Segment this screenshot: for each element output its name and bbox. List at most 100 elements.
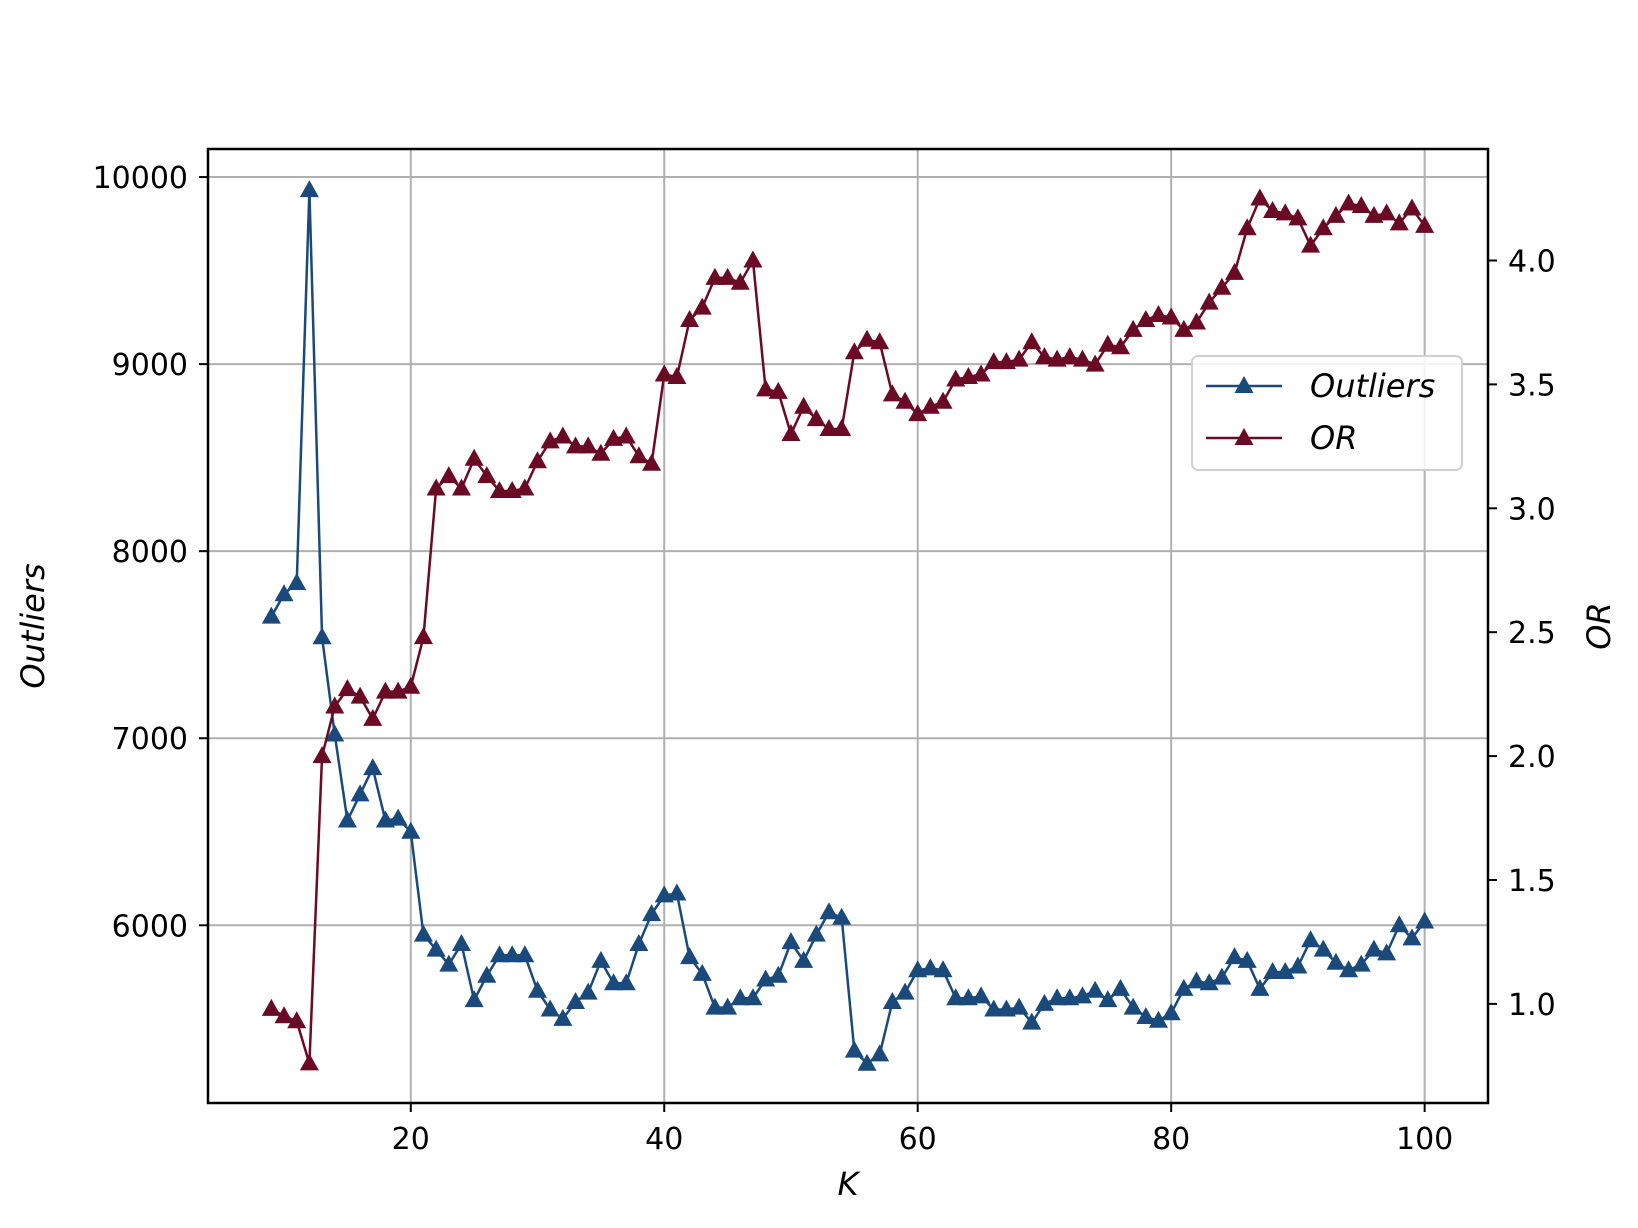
data-point <box>401 676 421 694</box>
data-point <box>768 965 788 983</box>
data-point <box>489 480 509 498</box>
data-point <box>1009 349 1029 367</box>
data-point <box>1389 915 1409 933</box>
data-point <box>337 810 357 828</box>
data-point <box>933 960 953 978</box>
data-point <box>832 907 852 925</box>
data-point <box>363 708 383 726</box>
data-point <box>933 391 953 409</box>
data-point <box>1098 990 1118 1008</box>
data-point <box>591 443 611 461</box>
series-line <box>270 190 1426 1066</box>
x-tick-label: 60 <box>899 1122 937 1157</box>
series-outliers <box>261 180 1435 1071</box>
x-tick-label: 80 <box>1152 1122 1190 1157</box>
data-point <box>591 950 611 968</box>
data-point <box>1187 971 1207 989</box>
x-tick-label: 40 <box>645 1122 683 1157</box>
data-point <box>920 958 940 976</box>
data-point <box>325 696 345 714</box>
data-point <box>1288 208 1308 226</box>
data-point <box>895 982 915 1000</box>
data-point <box>680 947 700 965</box>
data-point <box>1364 939 1384 957</box>
data-point <box>794 950 814 968</box>
data-point <box>1339 960 1359 978</box>
data-point <box>1022 332 1042 350</box>
data-point <box>705 267 725 285</box>
data-point <box>895 391 915 409</box>
data-point <box>654 364 674 382</box>
data-point <box>1072 349 1092 367</box>
data-point <box>1085 980 1105 998</box>
data-point <box>1377 943 1397 961</box>
data-point <box>388 808 408 826</box>
y-right-tick-label: 1.0 <box>1508 988 1556 1023</box>
data-point <box>756 379 776 397</box>
data-point <box>730 988 750 1006</box>
data-point <box>502 945 522 963</box>
data-point <box>350 686 370 704</box>
data-point <box>1098 334 1118 352</box>
data-point <box>337 679 357 697</box>
data-point <box>1199 973 1219 991</box>
data-point <box>1187 312 1207 330</box>
data-point <box>1326 952 1346 970</box>
data-point <box>540 999 560 1017</box>
y-right-tick-label: 3.5 <box>1508 368 1556 403</box>
data-point <box>806 924 826 942</box>
data-point <box>768 381 788 399</box>
data-point <box>261 998 281 1016</box>
series-layer <box>261 180 1435 1071</box>
data-point <box>870 332 890 350</box>
data-point <box>274 584 294 602</box>
data-point <box>642 904 662 922</box>
data-point <box>1174 319 1194 337</box>
data-point <box>325 724 345 742</box>
data-point <box>439 466 459 484</box>
data-point <box>781 423 801 441</box>
data-point <box>528 980 548 998</box>
series-line <box>270 196 1426 1064</box>
x-tick-label: 20 <box>392 1122 430 1157</box>
data-point <box>1275 203 1295 221</box>
data-point <box>1060 347 1080 365</box>
y-left-tick-label: 6000 <box>112 909 188 944</box>
data-point <box>1288 956 1308 974</box>
data-point <box>1212 277 1232 295</box>
data-point <box>477 466 497 484</box>
data-point <box>540 431 560 449</box>
data-point <box>1237 950 1257 968</box>
data-point <box>1301 235 1321 253</box>
data-point <box>1136 309 1156 327</box>
data-point <box>604 973 624 991</box>
data-point <box>566 436 586 454</box>
data-point <box>299 180 319 198</box>
data-point <box>515 945 535 963</box>
data-point <box>1275 962 1295 980</box>
data-point <box>553 426 573 444</box>
data-point <box>1225 262 1245 280</box>
data-point <box>1034 993 1054 1011</box>
data-point <box>730 272 750 290</box>
data-point <box>261 606 281 624</box>
data-point <box>363 758 383 776</box>
data-point <box>908 404 928 422</box>
data-point <box>1301 930 1321 948</box>
data-point <box>413 924 433 942</box>
series-or <box>261 188 1435 1071</box>
data-point <box>616 973 636 991</box>
data-point <box>984 999 1004 1017</box>
data-point <box>1148 1010 1168 1028</box>
data-point <box>882 991 902 1009</box>
data-point <box>312 746 332 764</box>
data-point <box>274 1006 294 1024</box>
data-point <box>667 366 687 384</box>
data-point <box>553 1008 573 1026</box>
data-point <box>350 784 370 802</box>
data-point <box>426 939 446 957</box>
data-point <box>439 954 459 972</box>
data-point <box>451 934 471 951</box>
data-point <box>1110 978 1130 996</box>
